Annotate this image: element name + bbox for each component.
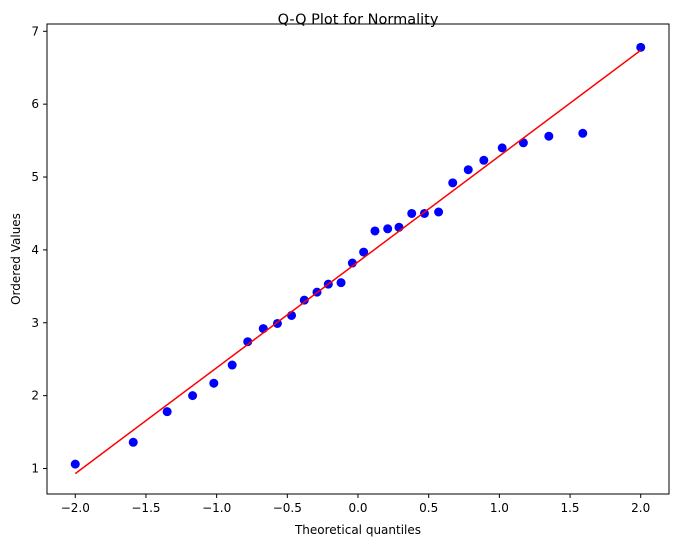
data-point bbox=[258, 324, 268, 334]
data-point bbox=[578, 128, 588, 138]
data-point bbox=[383, 224, 393, 234]
data-point bbox=[299, 295, 309, 305]
data-point bbox=[162, 407, 172, 417]
x-tick-label: 2.0 bbox=[631, 501, 650, 515]
reference-line bbox=[74, 49, 642, 475]
y-tick-label: 1 bbox=[31, 461, 39, 475]
data-point bbox=[336, 278, 346, 288]
y-axis-ticks: 1 2 3 4 5 6 7 bbox=[31, 24, 47, 475]
data-point bbox=[479, 155, 489, 165]
y-axis-label: Ordered Values bbox=[9, 213, 23, 305]
chart-title: Q-Q Plot for Normality bbox=[278, 12, 439, 28]
y-tick-label: 7 bbox=[31, 24, 39, 38]
data-point bbox=[370, 226, 380, 236]
x-tick-label: −1.0 bbox=[202, 501, 231, 515]
data-point bbox=[434, 207, 444, 217]
plot-area bbox=[70, 42, 646, 475]
y-tick-label: 6 bbox=[31, 97, 39, 111]
data-point bbox=[188, 391, 198, 401]
x-tick-label: 0.5 bbox=[419, 501, 438, 515]
x-tick-label: −1.5 bbox=[131, 501, 160, 515]
data-point bbox=[243, 337, 253, 347]
x-axis-label: Theoretical quantiles bbox=[294, 523, 421, 537]
x-tick-label: 1.0 bbox=[490, 501, 509, 515]
data-point bbox=[359, 247, 369, 257]
data-point bbox=[227, 360, 237, 370]
data-point bbox=[209, 378, 219, 388]
x-axis-ticks: −2.0 −1.5 −1.0 −0.5 0.0 0.5 1.0 1.5 2.0 bbox=[61, 494, 650, 515]
data-point bbox=[497, 143, 507, 153]
x-tick-label: −0.5 bbox=[273, 501, 302, 515]
x-tick-label: −2.0 bbox=[61, 501, 90, 515]
data-point bbox=[70, 459, 80, 469]
data-point bbox=[544, 131, 554, 141]
x-tick-label: 1.5 bbox=[560, 501, 579, 515]
data-point bbox=[407, 208, 417, 218]
data-point bbox=[636, 42, 646, 52]
y-tick-label: 2 bbox=[31, 389, 39, 403]
x-tick-label: 0.0 bbox=[348, 501, 367, 515]
y-tick-label: 4 bbox=[31, 243, 39, 257]
data-point bbox=[128, 437, 138, 447]
y-tick-label: 5 bbox=[31, 170, 39, 184]
data-point bbox=[463, 165, 473, 175]
y-tick-label: 3 bbox=[31, 316, 39, 330]
data-point bbox=[448, 178, 458, 188]
